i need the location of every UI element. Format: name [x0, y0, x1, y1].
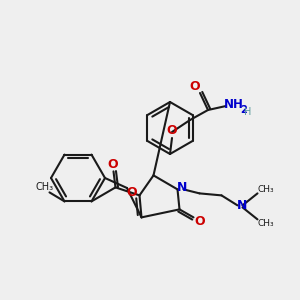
Text: O: O	[127, 187, 137, 200]
Text: CH₃: CH₃	[257, 185, 274, 194]
Text: N: N	[177, 181, 188, 194]
Text: 2: 2	[241, 105, 248, 115]
Text: H: H	[244, 107, 252, 117]
Text: CH₃: CH₃	[35, 182, 54, 192]
Text: O: O	[190, 80, 200, 92]
Text: N: N	[237, 199, 248, 212]
Text: O: O	[107, 158, 118, 171]
Text: NH: NH	[224, 98, 244, 112]
Text: CH₃: CH₃	[257, 219, 274, 228]
Text: O: O	[167, 124, 177, 137]
Text: O: O	[194, 215, 205, 228]
